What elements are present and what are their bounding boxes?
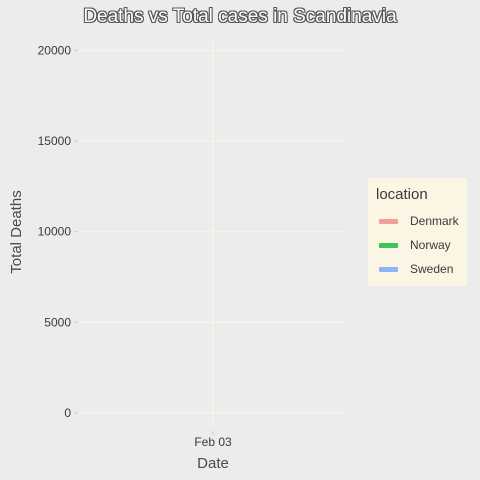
y-axis-title: Total Deaths — [8, 190, 25, 273]
legend-item: Norway — [376, 233, 467, 257]
y-axis: 0 5000 10000 15000 20000 — [38, 43, 78, 420]
legend-title: location — [376, 186, 428, 203]
legend-item: Denmark — [376, 209, 467, 233]
y-tick-label: 5000 — [44, 315, 71, 329]
y-tick-label: 15000 — [38, 134, 72, 148]
legend-item: Sweden — [376, 257, 467, 281]
y-tick-label: 20000 — [38, 43, 72, 57]
legend-label: Denmark — [410, 214, 459, 228]
legend-key — [379, 242, 398, 248]
legend-label: Norway — [410, 238, 451, 252]
legend: location Denmark Norway Sweden — [368, 178, 467, 286]
grid-lines — [78, 36, 348, 431]
legend-items: Denmark Norway Sweden — [376, 209, 467, 281]
y-tick-label: 0 — [64, 406, 71, 420]
x-axis: Feb 03 — [194, 431, 232, 449]
x-axis-title: Date — [197, 455, 229, 472]
chart-title: Deaths vs Total cases in Scandinavia — [83, 6, 397, 27]
legend-label: Sweden — [410, 262, 454, 276]
legend-key — [379, 218, 398, 224]
legend-key — [379, 266, 398, 272]
y-tick-label: 10000 — [38, 225, 72, 239]
x-tick-label: Feb 03 — [194, 435, 232, 449]
